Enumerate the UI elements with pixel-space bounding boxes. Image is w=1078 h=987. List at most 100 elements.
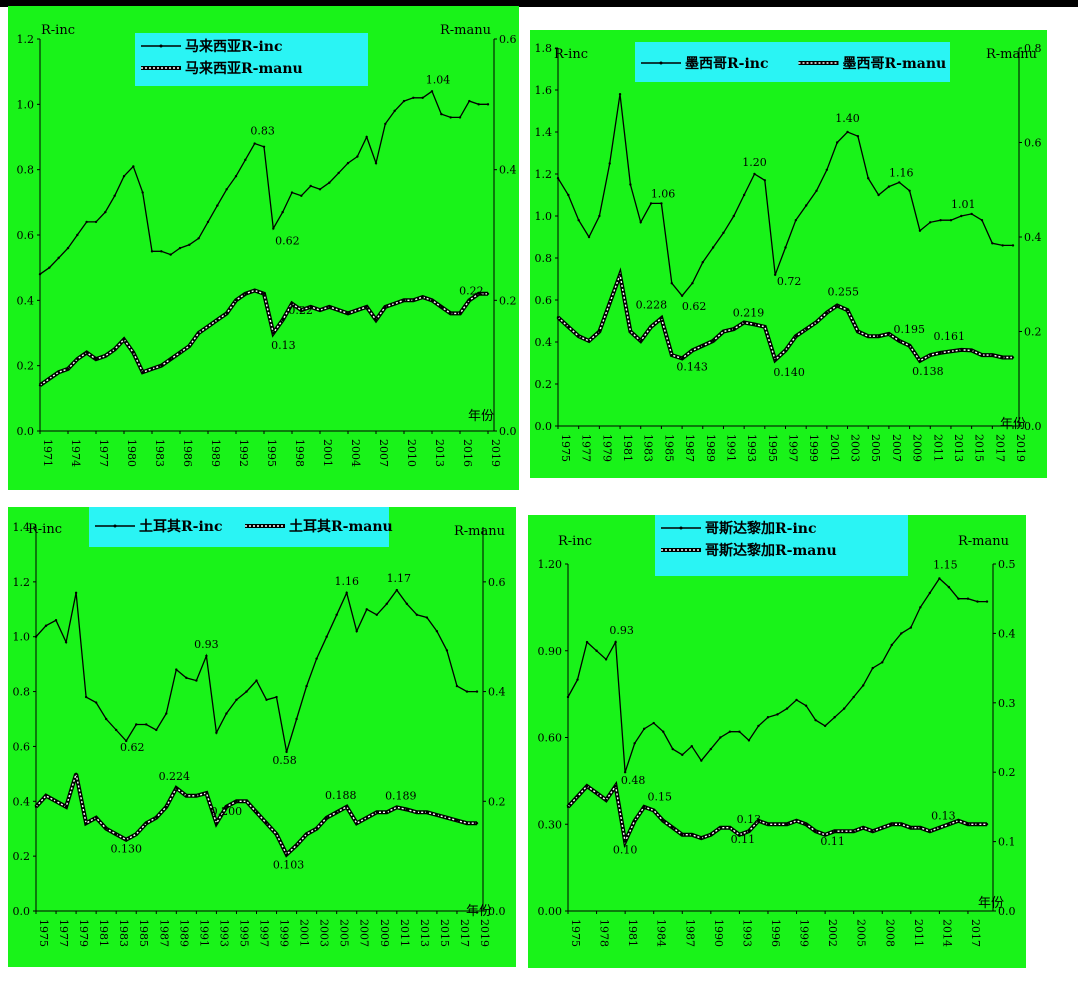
x-tick-label: 2001 (298, 919, 311, 947)
data-point-r-manu (94, 357, 98, 361)
x-tick-label: 2017 (969, 919, 982, 947)
data-label: 1.16 (334, 575, 359, 588)
data-point-r-manu (966, 823, 970, 826)
data-point-r-manu (947, 823, 951, 826)
right-axis-title: R-manu (440, 23, 491, 38)
left-tick-label: 0.2 (17, 360, 35, 373)
data-point-r-inc (604, 658, 608, 661)
left-axis-title: R-inc (28, 522, 62, 537)
right-axis-title: R-manu (986, 47, 1037, 62)
data-point-r-inc (54, 619, 58, 622)
legend-box (655, 515, 908, 576)
data-point-r-manu (577, 335, 580, 338)
data-point-r-inc (773, 273, 777, 276)
data-point-r-manu (415, 811, 419, 814)
data-point-r-manu (881, 826, 884, 829)
data-point-r-manu (430, 299, 434, 302)
right-tick-label: 0.2 (499, 294, 517, 307)
x-tick-label: 1971 (41, 439, 54, 467)
x-tick-label: 1975 (569, 919, 582, 947)
data-point-r-manu (141, 371, 144, 374)
data-point-r-inc (74, 591, 78, 595)
data-point-r-inc (38, 273, 42, 276)
data-point-r-manu (315, 827, 318, 830)
data-point-r-inc (335, 613, 338, 616)
x-tick-label: 2001 (321, 439, 334, 467)
x-tick-label: 1981 (621, 434, 634, 462)
data-point-r-inc (197, 237, 200, 240)
data-point-r-manu (785, 823, 789, 826)
series-line-r-inc (557, 94, 1013, 297)
x-tick-label: 1985 (662, 434, 675, 462)
data-point-r-inc (728, 730, 732, 733)
x-tick-label: 1977 (580, 434, 593, 462)
left-tick-label: 1.0 (13, 631, 31, 644)
data-point-r-manu (604, 798, 608, 802)
x-tick-label: 2005 (338, 919, 351, 947)
data-point-r-manu (206, 325, 210, 328)
x-tick-label: 1991 (724, 434, 737, 462)
data-point-r-inc (614, 640, 617, 644)
data-point-r-manu (355, 822, 358, 825)
legend-label: 哥斯达黎加R-manu (705, 542, 837, 559)
data-point-r-inc (477, 103, 480, 106)
data-label: 0.13 (271, 339, 296, 352)
data-point-r-manu (928, 829, 932, 833)
data-point-r-inc (784, 246, 787, 249)
data-point-r-inc (747, 739, 751, 742)
x-tick-label: 1987 (157, 919, 170, 947)
data-label: 1.15 (933, 558, 958, 571)
data-label: 0.140 (773, 366, 805, 379)
data-point-r-manu (365, 816, 368, 819)
data-point-r-inc (1011, 244, 1015, 247)
data-point-r-manu (836, 304, 839, 307)
data-point-r-inc (898, 181, 901, 184)
data-point-r-inc (235, 698, 238, 701)
x-tick-label: 1989 (209, 439, 222, 467)
right-tick-label: 0.2 (1024, 326, 1042, 339)
data-point-r-inc (633, 742, 636, 745)
left-tick-label: 0.0 (17, 425, 35, 438)
data-point-r-manu (225, 312, 228, 315)
x-tick-label: 2015 (438, 919, 451, 947)
x-tick-label: 2017 (993, 434, 1006, 462)
data-point-r-manu (48, 377, 51, 380)
data-label: 0.58 (272, 754, 297, 767)
data-point-r-manu (465, 822, 469, 825)
data-point-r-manu (185, 794, 188, 797)
data-point-r-inc (862, 684, 865, 687)
data-point-r-inc (215, 731, 218, 734)
right-tick-label: 0.2 (998, 766, 1016, 779)
data-point-r-inc (566, 695, 570, 699)
x-tick-label: 1983 (153, 439, 166, 467)
x-tick-label: 1989 (177, 919, 190, 947)
data-point-r-inc (629, 183, 632, 186)
data-point-r-inc (649, 202, 653, 205)
x-tick-label: 2007 (358, 919, 371, 947)
data-label: 0.130 (110, 843, 142, 856)
legend-swatch-marker (679, 526, 683, 530)
data-point-r-inc (871, 666, 874, 670)
x-tick-label: 2002 (826, 919, 839, 947)
left-tick-label: 1.6 (535, 84, 553, 97)
data-point-r-inc (169, 253, 172, 256)
chart-svg: 0.0 0.2 0.4 0.6 0.8 1.0 1.2 1.4 1.6 1.8 0.0 0.2 0.4 0… (535, 42, 1042, 462)
data-point-r-inc (48, 266, 51, 269)
data-point-r-manu (160, 364, 163, 367)
data-label: 0.62 (275, 234, 300, 247)
data-point-r-inc (188, 243, 191, 246)
data-point-r-inc (412, 96, 415, 100)
data-point-r-inc (881, 661, 884, 664)
data-point-r-manu (709, 833, 713, 836)
data-point-r-manu (753, 323, 756, 326)
data-point-r-inc (795, 698, 798, 702)
data-point-r-manu (225, 805, 228, 808)
data-point-r-manu (585, 784, 589, 788)
right-tick-label: 0.4 (1024, 231, 1042, 244)
data-point-r-manu (440, 305, 443, 309)
data-label: 0.188 (325, 789, 357, 802)
right-tick-label: 0.0 (998, 905, 1016, 918)
right-axis-title: R-manu (454, 524, 505, 539)
data-point-r-inc (337, 171, 340, 175)
data-point-r-manu (938, 826, 941, 829)
